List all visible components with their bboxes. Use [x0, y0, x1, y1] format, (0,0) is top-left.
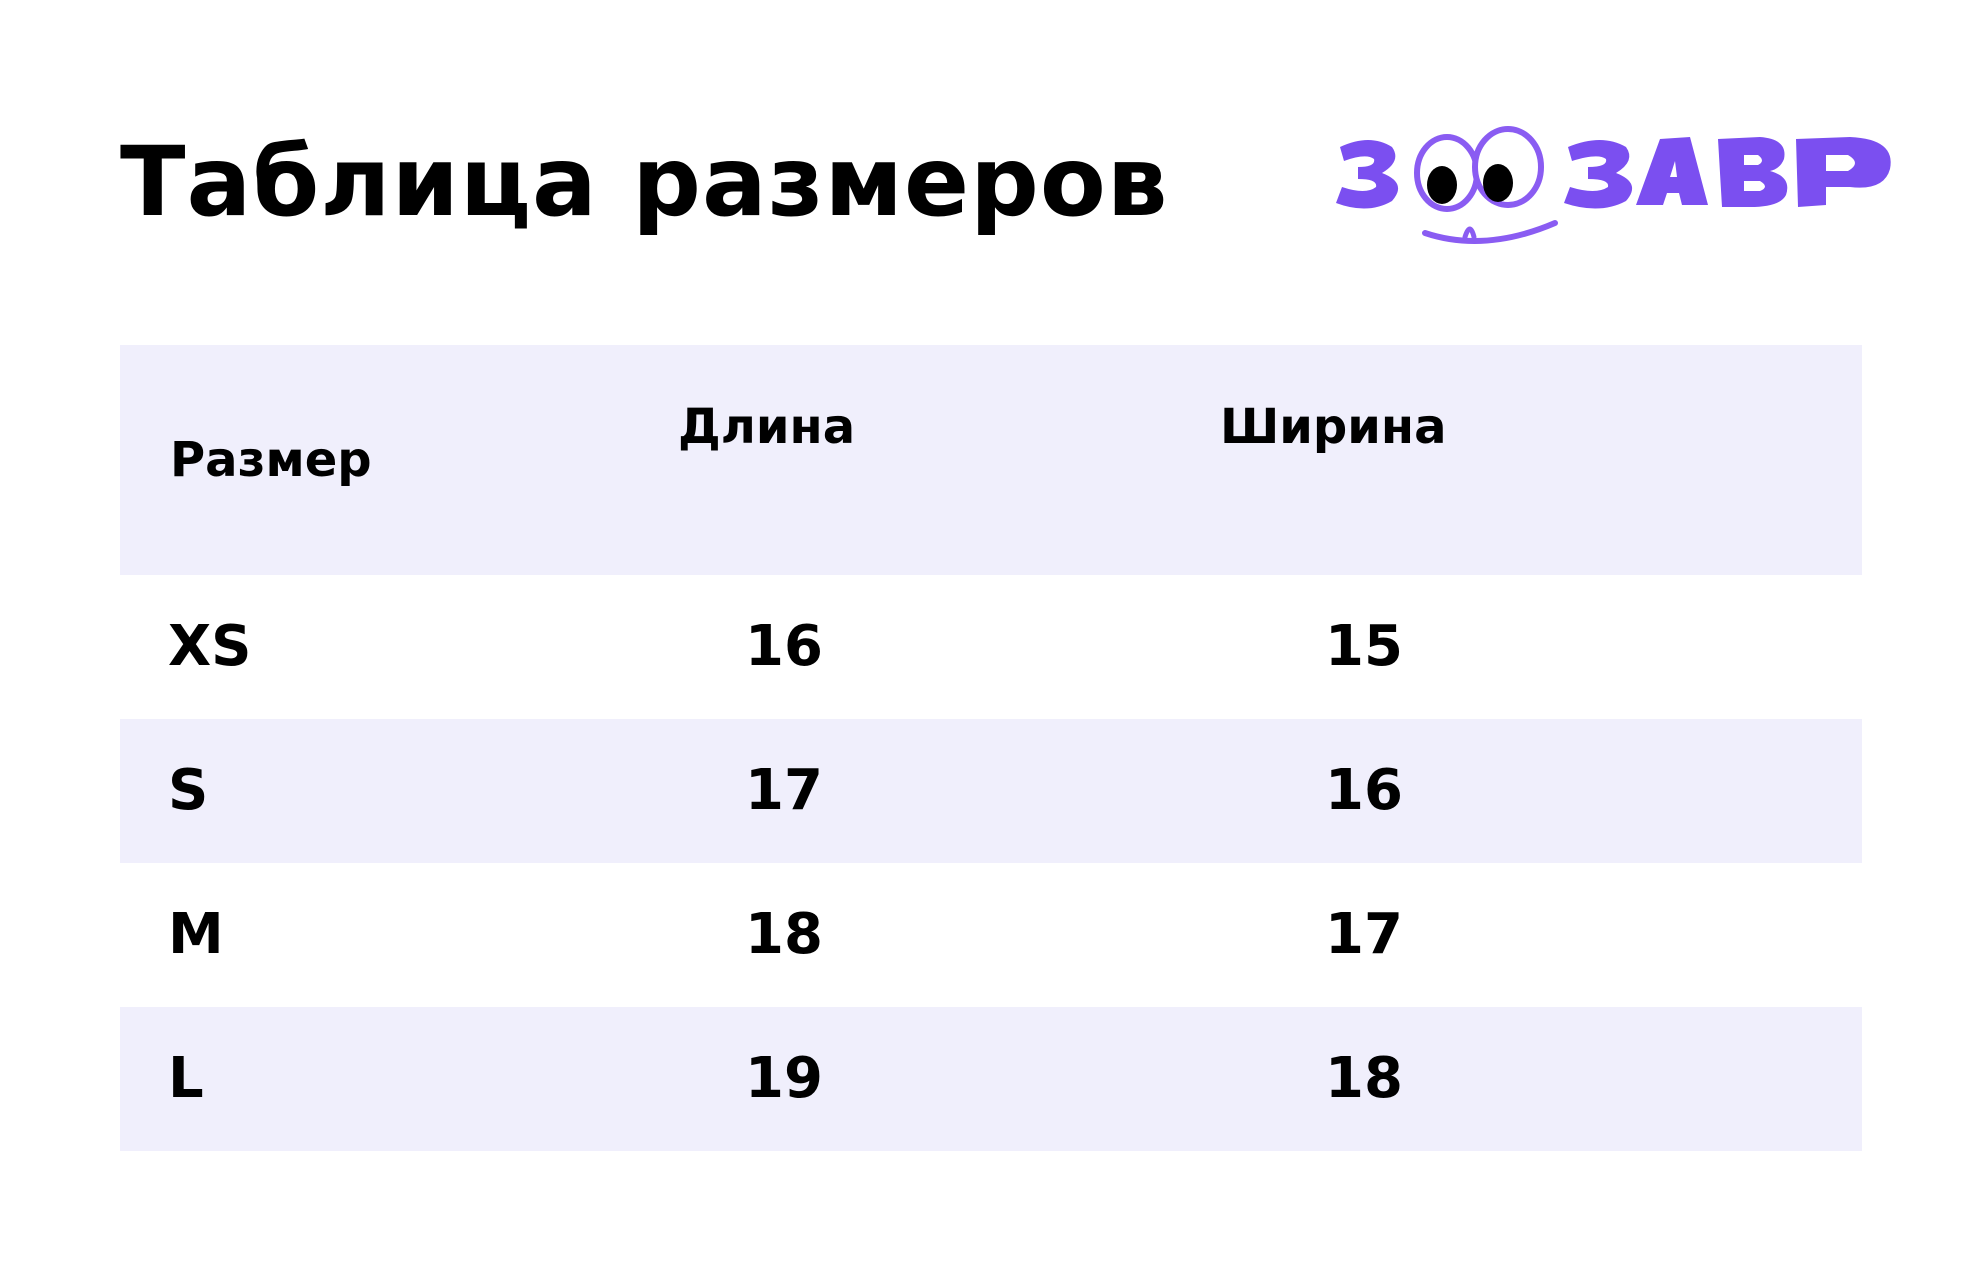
length-cell: 16	[745, 614, 823, 679]
width-cell: 17	[1325, 902, 1403, 967]
size-cell: XS	[168, 614, 252, 679]
header-length: Длина	[678, 399, 856, 455]
zoozavr-logo	[1336, 126, 1891, 244]
length-cell: 17	[745, 758, 823, 823]
width-cell: 16	[1325, 758, 1403, 823]
size-cell: M	[168, 902, 224, 967]
size-table: Размер Длина Ширина XS 16 15 S 17 16 M 1…	[120, 345, 1862, 1151]
table-row: L 19 18	[120, 1007, 1862, 1151]
width-cell: 15	[1325, 614, 1403, 679]
header-size: Размер	[170, 432, 372, 488]
table-row: M 18 17	[120, 863, 1862, 1007]
size-cell: S	[168, 758, 209, 823]
length-cell: 19	[745, 1046, 823, 1111]
length-cell: 18	[745, 902, 823, 967]
size-cell: L	[168, 1046, 204, 1111]
table-row: S 17 16	[120, 719, 1862, 863]
header-width: Ширина	[1220, 399, 1447, 455]
page-title: Таблица размеров	[120, 126, 1169, 238]
table-header-row: Размер Длина Ширина	[120, 345, 1862, 575]
table-row: XS 16 15	[120, 575, 1862, 719]
width-cell: 18	[1325, 1046, 1403, 1111]
